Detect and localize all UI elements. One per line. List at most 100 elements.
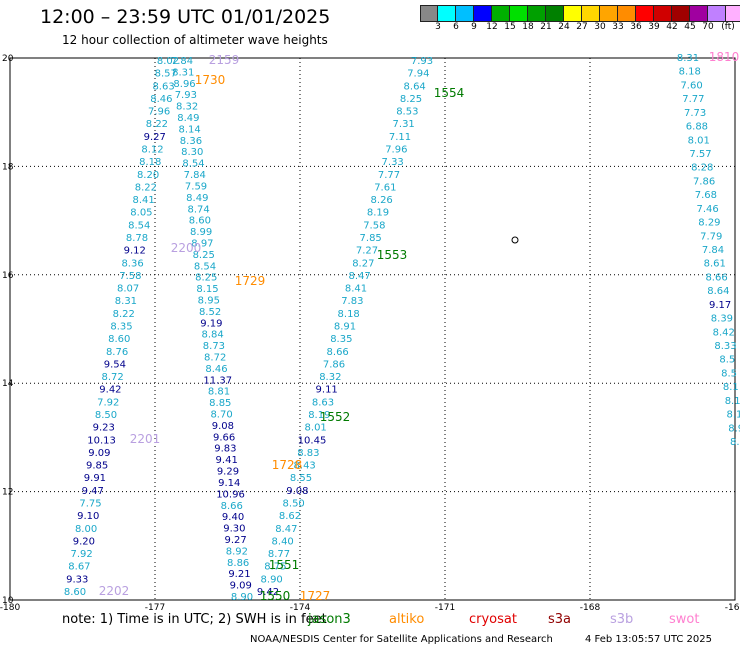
wave-height-label: 8.31: [677, 53, 699, 64]
track-id-label: 2159: [209, 53, 240, 67]
wave-height-label: 7.75: [79, 499, 101, 510]
wave-height-label: 9.33: [66, 574, 88, 585]
wave-height-label: 8.39: [711, 314, 733, 325]
legend-label: 9: [471, 22, 477, 32]
wave-height-label: 9.08: [286, 486, 308, 497]
wave-height-label: 9.19: [200, 318, 222, 329]
lon-tick-label: -171: [435, 603, 455, 610]
wave-height-label: 9.14: [218, 478, 240, 489]
wave-height-label: 8.54: [194, 261, 216, 272]
lat-tick-label: 12: [2, 488, 13, 498]
mission-cryosat: cryosat: [469, 612, 517, 627]
wave-height-label: 8.72: [102, 372, 124, 383]
wave-height-label: 8.60: [189, 216, 211, 227]
wave-height-label: 8.1: [725, 396, 740, 407]
wave-height-label: 9.42: [99, 385, 121, 396]
wave-height-label: 8.00: [75, 524, 97, 535]
legend-swatch: [510, 6, 528, 21]
wave-height-label: 8.27: [352, 258, 374, 269]
wave-height-label: 8.77: [268, 549, 290, 560]
legend-label: 15: [504, 22, 516, 32]
wave-height-label: 10.45: [298, 435, 327, 446]
wave-height-label: 8.26: [371, 195, 393, 206]
wave-height-label: 7.93: [411, 56, 433, 67]
legend-swatch: [420, 6, 438, 21]
wave-height-label: 7.83: [341, 296, 363, 307]
lat-tick-label: 14: [2, 379, 14, 389]
wave-height-label: 8.53: [396, 107, 418, 118]
track-id-label: 1550: [260, 589, 291, 603]
wave-height-label: 9.91: [84, 473, 106, 484]
wave-height-label: 10.96: [216, 489, 245, 500]
wave-height-label: 9.10: [77, 511, 99, 522]
wave-height-label: 8.40: [272, 536, 294, 547]
wave-height-label: 8.32: [176, 102, 198, 113]
track-id-label: 1729: [235, 274, 266, 288]
wave-height-label: 8.14: [179, 124, 201, 135]
lon-tick-label: -174: [290, 603, 311, 610]
wave-height-label: 8.50: [95, 410, 117, 421]
mission-s3b: s3b: [610, 612, 634, 627]
wave-height-label: 7.79: [700, 231, 722, 242]
track-id-label: 2201: [130, 432, 161, 446]
wave-height-label: 8.20: [137, 170, 159, 181]
lon-tick-label: -165: [725, 603, 740, 610]
credit-line: NOAA/NESDIS Center for Satellite Applica…: [250, 634, 553, 645]
wave-height-label: 8.5: [719, 355, 735, 366]
wave-height-label: 8.18: [139, 157, 161, 168]
wave-height-label: 8.46: [205, 364, 227, 375]
legend-swatch: [636, 6, 654, 21]
wave-height-label: 7.59: [185, 181, 207, 192]
legend-swatch: [672, 6, 690, 21]
wave-height-label: 8.64: [404, 81, 426, 92]
wave-height-label: 8.54: [182, 159, 204, 170]
wave-height-label: 9.83: [214, 444, 236, 455]
wave-height-label: 9.47: [82, 486, 104, 497]
legend-swatch: [726, 6, 740, 21]
wave-height-label: 8.30: [181, 147, 203, 158]
wave-height-label: 9.27: [224, 535, 246, 546]
legend-label: 45: [684, 22, 696, 32]
wave-height-label: 8.22: [135, 182, 157, 193]
wave-height-label: 9.30: [223, 524, 245, 535]
wave-height-label: 8.22: [113, 309, 135, 320]
wave-height-label: 7.60: [680, 80, 702, 91]
track-id-label: 2202: [99, 584, 130, 598]
wave-height-label: 8.66: [221, 501, 243, 512]
wave-height-label: 10.13: [87, 435, 116, 446]
wave-height-label: 7.92: [97, 397, 119, 408]
legend-label: 39: [648, 22, 660, 32]
lat-tick-label: 10: [2, 596, 14, 606]
wave-height-label: 8.85: [209, 398, 231, 409]
footer-note-text: note: 1) Time is in UTC; 2) SWH is in fe…: [62, 612, 327, 627]
wave-height-label: 9.17: [709, 300, 731, 311]
lat-tick-label: 16: [2, 271, 14, 281]
legend-label: 24: [558, 22, 570, 32]
wave-height-label: 7.61: [374, 182, 396, 193]
legend-swatch: [582, 6, 600, 21]
track-id-label: 1552: [320, 410, 351, 424]
wave-height-label: 8.46: [150, 94, 172, 105]
wave-height-label: 11.37: [203, 375, 232, 386]
wave-height-label: 8.36: [121, 258, 143, 269]
legend-swatch: [618, 6, 636, 21]
mission-swot: swot: [669, 612, 700, 627]
wave-height-label: 9.85: [86, 461, 108, 472]
wave-height-label: 7.96: [148, 107, 170, 118]
wave-height-label: 8.97: [191, 238, 213, 249]
legend-swatch: [456, 6, 474, 21]
wave-height-label: 8.99: [190, 227, 212, 238]
wave-height-label: 8.47: [275, 524, 297, 535]
legend-swatch: [654, 6, 672, 21]
track-id-label: 1551: [269, 558, 300, 572]
wave-height-label: 8.22: [146, 119, 168, 130]
wave-height-label: 9.66: [213, 432, 235, 443]
wave-height-label: 9.20: [73, 536, 95, 547]
wave-height-label: 7.73: [684, 108, 706, 119]
wave-height-label: 9.23: [93, 423, 115, 434]
wave-height-label: 8.96: [173, 79, 195, 90]
wave-height-label: 8.49: [177, 113, 199, 124]
wave-height-label: 8.66: [705, 272, 727, 283]
legend-label: 21: [540, 22, 552, 32]
map-title: 12:00 – 23:59 UTC 01/01/2025: [40, 6, 331, 28]
